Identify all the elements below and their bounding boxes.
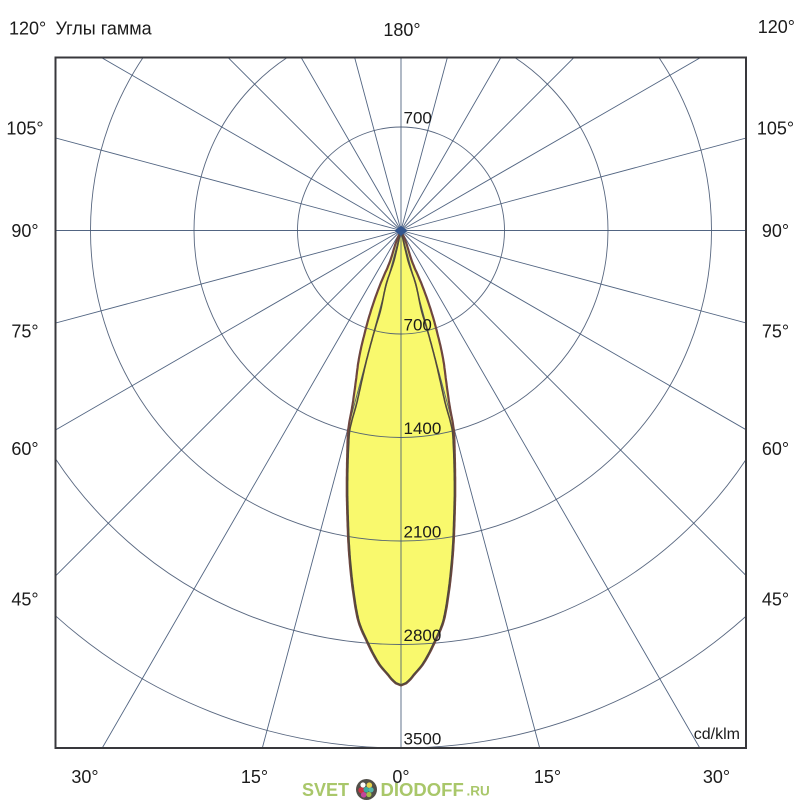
svg-text:2800: 2800 <box>404 626 442 645</box>
svg-text:15°: 15° <box>534 767 561 787</box>
svg-text:105°: 105° <box>757 119 794 139</box>
svg-text:Углы гамма: Углы гамма <box>56 19 153 39</box>
svg-text:45°: 45° <box>11 590 38 610</box>
svg-text:30°: 30° <box>703 767 730 787</box>
svg-text:75°: 75° <box>762 321 789 341</box>
svg-text:60°: 60° <box>762 439 789 459</box>
svg-text:120°: 120° <box>9 19 46 39</box>
svg-text:60°: 60° <box>11 439 38 459</box>
svg-text:DIODOFF: DIODOFF <box>381 779 464 800</box>
svg-text:90°: 90° <box>762 221 789 241</box>
svg-text:SVET: SVET <box>302 780 349 800</box>
svg-text:0°: 0° <box>392 767 409 787</box>
svg-text:2100: 2100 <box>404 523 442 542</box>
svg-text:75°: 75° <box>11 321 38 341</box>
svg-text:700: 700 <box>404 109 432 128</box>
svg-text:45°: 45° <box>762 590 789 610</box>
svg-text:180°: 180° <box>383 20 420 40</box>
svg-text:120°: 120° <box>758 17 795 37</box>
svg-text:cd/klm: cd/klm <box>694 726 740 743</box>
svg-text:700: 700 <box>404 316 432 335</box>
svg-text:1400: 1400 <box>404 419 442 438</box>
svg-text:.RU: .RU <box>467 784 490 799</box>
svg-text:3500: 3500 <box>404 730 442 749</box>
svg-text:15°: 15° <box>241 767 268 787</box>
svg-text:90°: 90° <box>11 221 38 241</box>
svg-text:105°: 105° <box>6 119 43 139</box>
svg-text:30°: 30° <box>71 767 98 787</box>
